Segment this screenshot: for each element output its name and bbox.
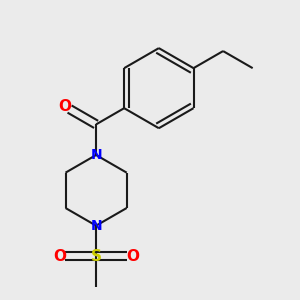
Text: S: S	[91, 249, 102, 264]
Text: O: O	[58, 99, 71, 114]
Text: O: O	[53, 249, 66, 264]
Text: O: O	[126, 249, 139, 264]
Text: N: N	[90, 219, 102, 233]
Text: N: N	[90, 148, 102, 162]
